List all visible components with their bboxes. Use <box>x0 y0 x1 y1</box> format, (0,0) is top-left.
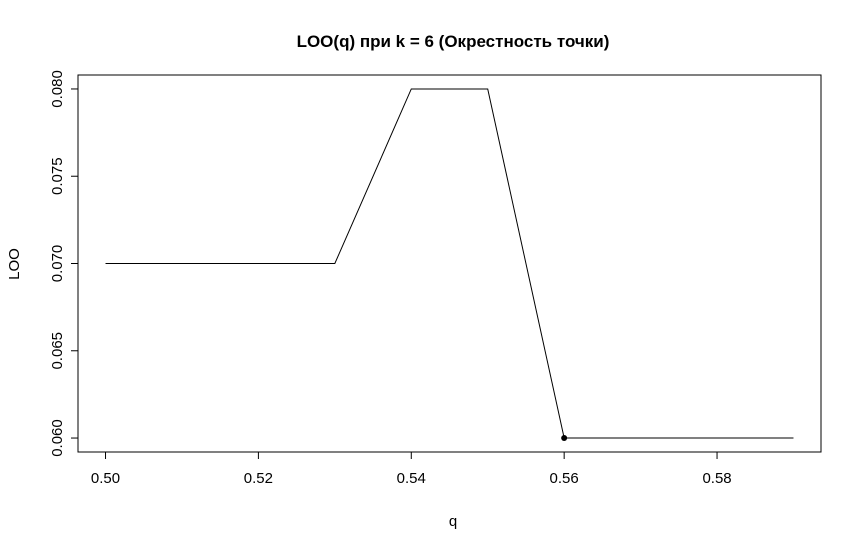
chart-title: LOO(q) при k = 6 (Окрестность точки) <box>297 32 610 51</box>
highlight-point <box>561 435 568 442</box>
x-axis-label: q <box>449 513 457 530</box>
x-tick-label: 0.54 <box>397 470 426 487</box>
y-axis-label: LOO <box>6 248 23 280</box>
x-axis: 0.50 0.52 0.54 0.56 0.58 <box>91 451 732 487</box>
loo-series-line <box>105 88 794 439</box>
x-tick-label: 0.56 <box>550 470 579 487</box>
y-tick-label: 0.060 <box>49 419 66 457</box>
y-tick-label: 0.065 <box>49 332 66 370</box>
x-tick-label: 0.50 <box>91 470 120 487</box>
x-tick-label: 0.58 <box>702 470 731 487</box>
y-tick-label: 0.075 <box>49 157 66 195</box>
x-tick-label: 0.52 <box>244 470 273 487</box>
y-tick-label: 0.080 <box>49 70 66 108</box>
y-axis: 0.060 0.065 0.070 0.075 0.080 <box>49 70 79 457</box>
y-tick-label: 0.070 <box>49 245 66 283</box>
